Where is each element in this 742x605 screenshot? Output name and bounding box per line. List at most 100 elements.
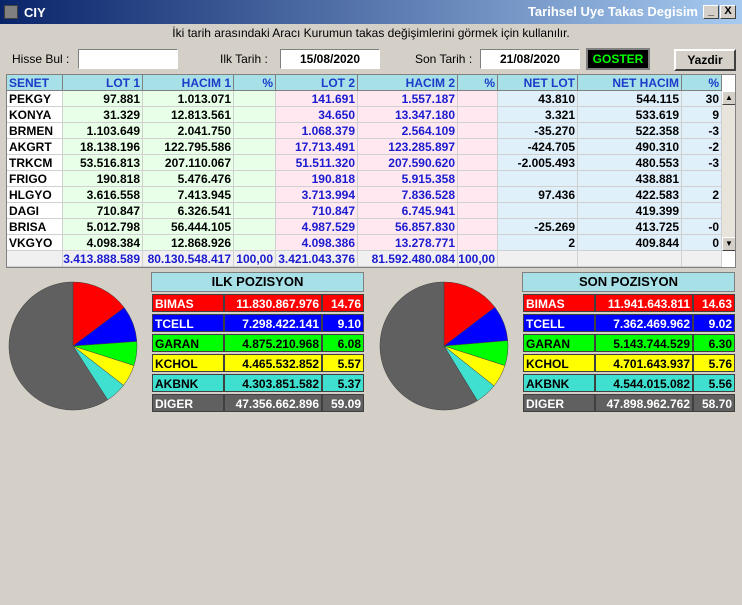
stock-pct: 6.08 <box>322 334 364 352</box>
cell-net-lot: 2 <box>498 235 578 251</box>
stock-pct: 6.30 <box>693 334 735 352</box>
stock-pct: 9.10 <box>322 314 364 332</box>
cell-hacim2: 1.557.187 <box>358 91 458 107</box>
stock-name: DIGER <box>523 394 595 412</box>
cell-net-lot: -25.269 <box>498 219 578 235</box>
table-row[interactable]: KONYA 31.329 12.813.561 34.650 13.347.180 3.3… <box>7 107 735 123</box>
cell-senet: BRISA <box>7 219 63 235</box>
header-pct1[interactable]: % <box>234 75 276 91</box>
table-row[interactable]: BRISA 5.012.798 56.444.105 4.987.529 56.857.… <box>7 219 735 235</box>
cell-net-pct: 30 <box>682 91 722 107</box>
position-row: DIGER 47.898.962.762 58.70 <box>523 394 736 412</box>
cell-lot1: 53.516.813 <box>63 155 143 171</box>
table-row[interactable]: BRMEN 1.103.649 2.041.750 1.068.379 2.564.10… <box>7 123 735 139</box>
stock-value: 4.701.643.937 <box>595 354 693 372</box>
table-row[interactable]: VKGYO 4.098.384 12.868.926 4.098.386 13.278.… <box>7 235 735 251</box>
stock-name: GARAN <box>523 334 595 352</box>
cell-net-hacim: 533.619 <box>578 107 682 123</box>
stock-pct: 58.70 <box>693 394 735 412</box>
cell-pct2 <box>458 91 498 107</box>
stock-pct: 14.63 <box>693 294 735 312</box>
ilk-tarih-input[interactable]: 15/08/2020 <box>280 49 380 69</box>
table-row[interactable]: PEKGY 97.881 1.013.071 141.691 1.557.187 43.8… <box>7 91 735 107</box>
stock-name: AKBNK <box>152 374 224 392</box>
cell-hacim2: 207.590.620 <box>358 155 458 171</box>
close-button[interactable]: X <box>720 5 736 19</box>
cell-pct2 <box>458 203 498 219</box>
scroll-up-arrow-icon[interactable]: ▲ <box>722 91 735 105</box>
cell-senet: DAGI <box>7 203 63 219</box>
cell-pct2 <box>458 187 498 203</box>
stock-value: 11.830.867.976 <box>224 294 322 312</box>
grid-vertical-scrollbar[interactable]: ▲ ▼ <box>722 91 735 251</box>
stock-name: BIMAS <box>152 294 224 312</box>
cell-hacim1: 2.041.750 <box>143 123 234 139</box>
goster-button[interactable]: GOSTER <box>586 48 650 70</box>
table-row[interactable]: TRKCM 53.516.813 207.110.067 51.511.320 207.… <box>7 155 735 171</box>
cell-pct1 <box>234 235 276 251</box>
cell-pct1 <box>234 155 276 171</box>
cell-lot2: 51.511.320 <box>276 155 358 171</box>
header-senet[interactable]: SENET <box>7 75 63 91</box>
cell-net-hacim: 438.881 <box>578 171 682 187</box>
yazdir-button[interactable]: Yazdir <box>674 49 736 71</box>
grid-totals-row: 3.413.888.589 80.130.548.417 100,00 3.42… <box>7 251 735 267</box>
position-row: GARAN 5.143.744.529 6.30 <box>523 334 736 352</box>
takas-grid[interactable]: SENET LOT 1 HACIM 1 % LOT 2 HACIM 2 % NE… <box>6 74 736 268</box>
cell-lot2: 34.650 <box>276 107 358 123</box>
window-title: CIY <box>24 4 46 20</box>
table-row[interactable]: DAGI 710.847 6.326.541 710.847 6.745.941 419.… <box>7 203 735 219</box>
total-lot2: 3.421.043.376 <box>276 251 358 267</box>
cell-net-lot: 97.436 <box>498 187 578 203</box>
cell-net-pct: -3 <box>682 155 722 171</box>
cell-lot2: 190.818 <box>276 171 358 187</box>
minimize-button[interactable]: _ <box>703 5 719 19</box>
table-row[interactable]: FRIGO 190.818 5.476.476 190.818 5.915.358 438… <box>7 171 735 187</box>
header-lot2[interactable]: LOT 2 <box>276 75 358 91</box>
header-hacim2[interactable]: HACIM 2 <box>358 75 458 91</box>
cell-lot1: 1.103.649 <box>63 123 143 139</box>
stock-pct: 59.09 <box>322 394 364 412</box>
cell-net-hacim: 544.115 <box>578 91 682 107</box>
cell-net-pct <box>682 171 722 187</box>
header-hacim1[interactable]: HACIM 1 <box>143 75 234 91</box>
stock-pct: 5.37 <box>322 374 364 392</box>
table-row[interactable]: HLGYO 3.616.558 7.413.945 3.713.994 7.836.52… <box>7 187 735 203</box>
header-net-pct[interactable]: % <box>682 75 722 91</box>
position-row: KCHOL 4.465.532.852 5.57 <box>152 354 365 372</box>
cell-hacim2: 123.285.897 <box>358 139 458 155</box>
scroll-down-arrow-icon[interactable]: ▼ <box>722 237 735 251</box>
position-row: BIMAS 11.830.867.976 14.76 <box>152 294 365 312</box>
cell-net-hacim: 413.725 <box>578 219 682 235</box>
position-row: TCELL 7.298.422.141 9.10 <box>152 314 365 332</box>
cell-net-pct: -3 <box>682 123 722 139</box>
stock-value: 7.362.469.962 <box>595 314 693 332</box>
table-row[interactable]: AKGRT 18.138.196 122.795.586 17.713.491 123.… <box>7 139 735 155</box>
stock-name: KCHOL <box>523 354 595 372</box>
stock-value: 4.303.851.582 <box>224 374 322 392</box>
stock-value: 4.465.532.852 <box>224 354 322 372</box>
stock-value: 7.298.422.141 <box>224 314 322 332</box>
cell-hacim1: 12.868.926 <box>143 235 234 251</box>
header-net-lot[interactable]: NET LOT <box>498 75 578 91</box>
header-net-hacim[interactable]: NET HACIM <box>578 75 682 91</box>
cell-hacim1: 6.326.541 <box>143 203 234 219</box>
header-pct2[interactable]: % <box>458 75 498 91</box>
cell-lot2: 141.691 <box>276 91 358 107</box>
cell-lot1: 190.818 <box>63 171 143 187</box>
cell-senet: PEKGY <box>7 91 63 107</box>
son-pozisyon-pie-chart <box>379 281 509 411</box>
son-tarih-input[interactable]: 21/08/2020 <box>480 49 580 69</box>
cell-lot1: 710.847 <box>63 203 143 219</box>
cell-hacim2: 6.745.941 <box>358 203 458 219</box>
cell-hacim2: 7.836.528 <box>358 187 458 203</box>
cell-pct2 <box>458 219 498 235</box>
cell-lot2: 710.847 <box>276 203 358 219</box>
cell-pct1 <box>234 91 276 107</box>
stock-pct: 9.02 <box>693 314 735 332</box>
header-lot1[interactable]: LOT 1 <box>63 75 143 91</box>
title-bar: CIY Tarihsel Uye Takas Degisim _ X <box>0 0 742 24</box>
stock-name: KCHOL <box>152 354 224 372</box>
hisse-search-input[interactable] <box>78 49 178 69</box>
position-row: BIMAS 11.941.643.811 14.63 <box>523 294 736 312</box>
